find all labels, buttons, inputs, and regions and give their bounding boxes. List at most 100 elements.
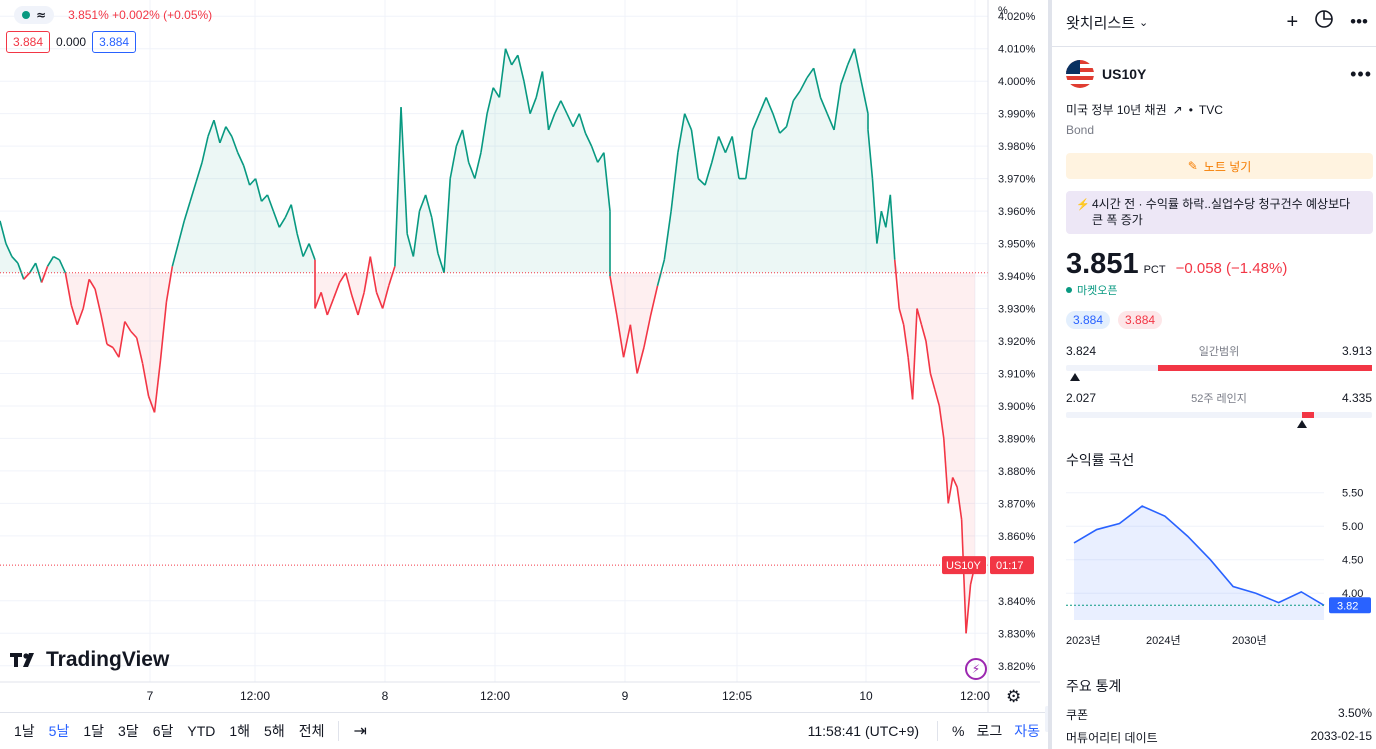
- series-segment: [942, 438, 950, 504]
- price-tick-label: 4.020%: [998, 11, 1036, 23]
- price-tick-label: 3.830%: [998, 628, 1036, 640]
- series-segment: [278, 217, 286, 228]
- series-segment: [590, 145, 599, 163]
- gear-icon[interactable]: ⚙: [1006, 687, 1022, 707]
- add-note-button[interactable]: ✎ 노트 넣기: [1066, 153, 1373, 179]
- yield-curve-chart[interactable]: 5.50 5.00 4.50 4.003.82 2023년 2024년 2030년: [1066, 480, 1376, 650]
- series-segment: [34, 262, 43, 283]
- day-range-label: 일간범위: [1198, 346, 1240, 358]
- toolbar-divider: [338, 721, 340, 741]
- add-symbol-icon[interactable]: +: [1286, 10, 1299, 33]
- chart-grid: [0, 0, 988, 682]
- time-tick-label: 12:00: [240, 689, 270, 703]
- series-segment: [876, 210, 883, 244]
- series-segment: [541, 71, 550, 130]
- series-segment: [566, 113, 574, 127]
- percent-scale-button[interactable]: %: [952, 723, 965, 739]
- price-axis[interactable]: %4.020% 4.010% 4.000% 3.990% 3.980% 3.970% 3.9…: [0, 0, 1040, 712]
- timezone-clock[interactable]: 11:58:41 (UTC+9): [807, 723, 920, 739]
- range-button[interactable]: 1해: [229, 723, 251, 739]
- bid-ask-row: 3.884 0.000 3.884: [6, 31, 137, 53]
- exchange-name: TVC: [1198, 102, 1223, 117]
- series-segment: [147, 395, 156, 413]
- series-segment: [320, 292, 329, 316]
- price-tick-label: 4.000%: [998, 76, 1036, 88]
- external-link-icon[interactable]: ↗: [1172, 102, 1183, 117]
- series-segment: [437, 253, 445, 274]
- series-segment: [498, 48, 507, 98]
- series-segment: [449, 145, 458, 179]
- series-segment: [826, 113, 835, 131]
- symbol-more-icon[interactable]: •••: [1350, 63, 1372, 84]
- chart-area[interactable]: % 4.020% 4.010% 4.000% 3.990% 3.980% 3.970% 3.9…: [0, 0, 1040, 712]
- series-segment: [400, 107, 408, 234]
- day-range-high: 3.913: [1341, 344, 1372, 358]
- series-segment: [338, 272, 347, 283]
- price-tick-label: 3.820%: [998, 661, 1036, 673]
- lightning-icon[interactable]: ⚡: [965, 658, 987, 680]
- auto-scale-button[interactable]: 자동: [1014, 723, 1040, 739]
- range-button[interactable]: 3달: [118, 723, 139, 739]
- series-segment: [885, 194, 892, 228]
- range-button[interactable]: 1달: [83, 723, 105, 739]
- range-button[interactable]: 5해: [264, 723, 285, 739]
- day-range-track: [1066, 365, 1372, 381]
- series-segment: [853, 48, 862, 82]
- date-range-group: 1날 5날 1달 3달 6달 YTD 1해 5해 전체: [0, 718, 330, 744]
- last-price: 3.851: [1066, 248, 1139, 280]
- series-segment: [0, 220, 7, 244]
- series-segment: [920, 324, 927, 342]
- yield-x-label: 2023년: [1066, 634, 1101, 647]
- series-segment: [58, 259, 67, 274]
- week52-range-label: 52주 레인지: [1191, 393, 1247, 405]
- series-segment: [242, 165, 251, 186]
- range-button[interactable]: YTD: [187, 723, 216, 739]
- watchlist-selector[interactable]: 왓치리스트 ⌄: [1066, 12, 1148, 33]
- series-segment: [911, 308, 918, 400]
- more-options-icon[interactable]: •••: [1350, 12, 1368, 31]
- series-segment: [846, 48, 856, 66]
- range-button[interactable]: 전체: [298, 723, 325, 739]
- series-segment: [412, 210, 421, 257]
- week52-range-marker: [1296, 420, 1307, 428]
- panel-divider: [1052, 46, 1376, 47]
- time-tick-label: 7: [147, 689, 154, 703]
- time-axis[interactable]: 7 12:00 8 12:00 9 12:05 10 12:00: [147, 689, 991, 703]
- area-fill-below: [23, 272, 976, 634]
- series-segment: [553, 100, 562, 115]
- series-segment: [474, 152, 482, 179]
- tradingview-logo[interactable]: TradingView: [10, 648, 169, 672]
- series-segment: [195, 162, 203, 183]
- series-segment: [880, 210, 887, 228]
- series-segment: [201, 136, 209, 163]
- range-button[interactable]: 6달: [152, 723, 174, 739]
- pie-chart-icon[interactable]: [1314, 9, 1334, 35]
- series-segment: [697, 178, 706, 186]
- time-tick-label: 12:05: [722, 689, 752, 703]
- series-segment: [375, 292, 384, 309]
- log-scale-button[interactable]: 로그: [976, 723, 1003, 739]
- series-segment: [76, 308, 84, 326]
- yield-area: [1074, 506, 1324, 620]
- time-tick-label: 12:00: [960, 689, 990, 703]
- price-tick-label: 3.860%: [998, 531, 1036, 543]
- buy-price-box[interactable]: 3.884: [92, 31, 137, 53]
- news-headline[interactable]: ⚡ 4시간 전 · 수익률 하락..실업수당 청구건수 예상보다 큰 폭 증가: [1066, 191, 1373, 234]
- sell-price-box[interactable]: 3.884: [6, 31, 51, 53]
- symbol-name[interactable]: US10Y: [1102, 66, 1147, 82]
- yield-tick-label: 5.50: [1342, 488, 1363, 500]
- series-segment: [5, 243, 13, 257]
- series-segment: [731, 136, 740, 179]
- series-segment: [643, 314, 652, 348]
- yield-x-label: 2024년: [1146, 634, 1181, 647]
- symbol-description[interactable]: 미국 정부 10년 채권: [1066, 103, 1167, 117]
- legend-pill[interactable]: ≈: [14, 6, 55, 24]
- price-chart[interactable]: %4.020% 4.010% 4.000% 3.990% 3.980% 3.970% 3.9…: [0, 0, 1040, 712]
- range-button[interactable]: 5날: [48, 723, 70, 739]
- price-unit: PCT: [1143, 264, 1166, 276]
- calendar-range-icon[interactable]: ⇥: [353, 723, 367, 740]
- series-segment: [683, 113, 693, 131]
- series-segment: [11, 256, 19, 264]
- range-button[interactable]: 1날: [14, 723, 35, 739]
- toolbar-divider: [937, 721, 939, 741]
